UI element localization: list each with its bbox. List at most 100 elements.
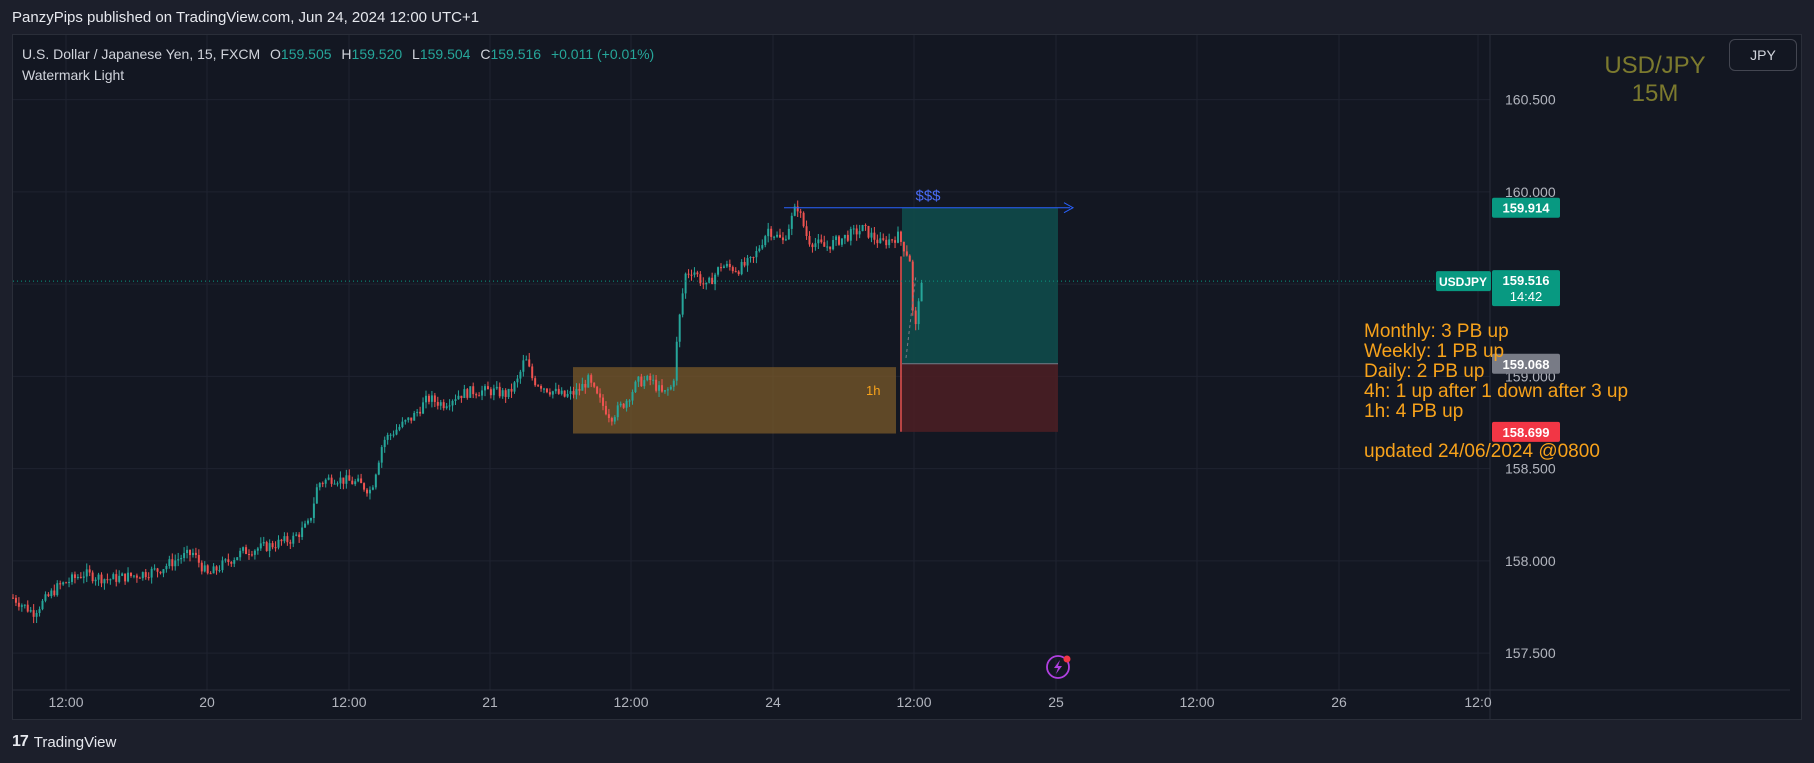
candle-body — [731, 267, 734, 272]
candle-body — [318, 483, 321, 488]
candle-body — [109, 579, 112, 581]
candle-body — [91, 572, 94, 582]
candle-body — [460, 395, 463, 399]
candle-body — [749, 257, 752, 259]
candle-body — [796, 206, 799, 212]
candle-body — [171, 559, 174, 567]
candle-body — [740, 261, 743, 275]
candle-body — [150, 568, 153, 578]
candle-body — [758, 248, 761, 251]
currency-button[interactable]: JPY — [1729, 39, 1797, 71]
candle-body — [779, 234, 781, 238]
close-value: 159.516 — [490, 46, 542, 62]
candle-body — [360, 478, 363, 484]
candle-body — [351, 480, 354, 485]
candle-body — [183, 553, 186, 559]
candle-body — [714, 274, 717, 285]
candle-body — [882, 238, 885, 240]
y-tick-label: 158.500 — [1505, 461, 1556, 477]
candle-body — [628, 400, 631, 402]
candle-body — [787, 228, 790, 240]
candle-body — [616, 405, 619, 418]
candle-body — [610, 418, 613, 422]
liquidity-arrow-icon — [1063, 202, 1075, 214]
candle-body — [678, 314, 681, 342]
candle-body — [802, 212, 805, 227]
candle-body — [312, 503, 315, 518]
candle-body — [97, 574, 100, 580]
y-tick-label: 158.000 — [1505, 553, 1556, 569]
candle-body — [53, 590, 56, 596]
candle-body — [115, 574, 118, 582]
candle-body — [894, 240, 897, 243]
liquidity-label: $$$ — [915, 188, 941, 205]
candle-body — [920, 282, 923, 302]
candle-body — [457, 395, 460, 400]
price-label-box — [1492, 197, 1560, 218]
candle-body — [870, 232, 873, 238]
price-label: 159.516 — [1503, 273, 1550, 288]
candle-body — [478, 395, 481, 397]
candle-body — [554, 388, 557, 392]
candle-body — [236, 557, 239, 561]
target-zone — [902, 207, 1058, 364]
publish-header: PanzyPips published on TradingView.com, … — [0, 0, 1814, 34]
projection-line — [905, 274, 917, 358]
candle-body — [607, 414, 610, 419]
candle-body — [672, 380, 675, 387]
price-label: 159.068 — [1503, 357, 1550, 372]
candle-body — [669, 386, 672, 390]
candle-body — [622, 403, 625, 408]
indicator-title[interactable]: Watermark Light — [22, 67, 125, 83]
candle-body — [696, 272, 699, 275]
candle-body — [566, 394, 569, 397]
candle-body — [298, 534, 301, 537]
candle-body — [596, 386, 599, 394]
candle-body — [528, 359, 531, 367]
candle-body — [914, 310, 917, 325]
candle-body — [902, 241, 905, 252]
candle-body — [640, 376, 643, 387]
candle-body — [215, 566, 218, 571]
symbol-title[interactable]: U.S. Dollar / Japanese Yen, 15, FXCM — [22, 46, 261, 62]
candle-body — [59, 583, 62, 585]
candle-body — [363, 483, 366, 490]
brand-name: TradingView — [33, 733, 117, 751]
candle-body — [575, 388, 578, 395]
candle-body — [699, 274, 702, 284]
candle-body — [144, 572, 147, 578]
candle-body — [814, 243, 817, 248]
candle-body — [852, 228, 855, 230]
candle-body — [17, 602, 20, 607]
candle-body — [466, 389, 469, 398]
candle-body — [357, 478, 360, 482]
candle-body — [793, 206, 796, 216]
candle-body — [817, 239, 820, 244]
y-tick-label: 157.500 — [1505, 645, 1556, 661]
candle-body — [666, 389, 669, 391]
footer-brand[interactable]: 17 TradingView — [12, 730, 116, 754]
candle-body — [773, 236, 776, 238]
candle-body — [687, 273, 690, 275]
analysis-notes[interactable]: Monthly: 3 PB up Weekly: 1 PB up Daily: … — [1364, 322, 1628, 462]
candle-body — [463, 389, 466, 399]
candle-body — [879, 238, 882, 244]
candle-body — [584, 384, 587, 388]
candle-body — [256, 548, 259, 551]
symbol-tag: USDJPY — [1439, 275, 1487, 289]
candle-body — [876, 239, 879, 244]
candle-body — [433, 395, 436, 402]
candle-body — [224, 559, 227, 561]
candle-body — [221, 560, 224, 571]
x-tick-label: 20 — [199, 694, 215, 710]
candle-body — [684, 273, 687, 294]
candle-body — [646, 375, 649, 381]
candle-body — [189, 549, 191, 556]
candle-body — [342, 477, 345, 484]
y-tick-label: 160.000 — [1505, 184, 1556, 200]
candle-body — [634, 381, 637, 393]
x-tick-label: 12:00 — [1179, 694, 1214, 710]
candle-body — [177, 559, 180, 561]
candle-body — [767, 228, 770, 237]
